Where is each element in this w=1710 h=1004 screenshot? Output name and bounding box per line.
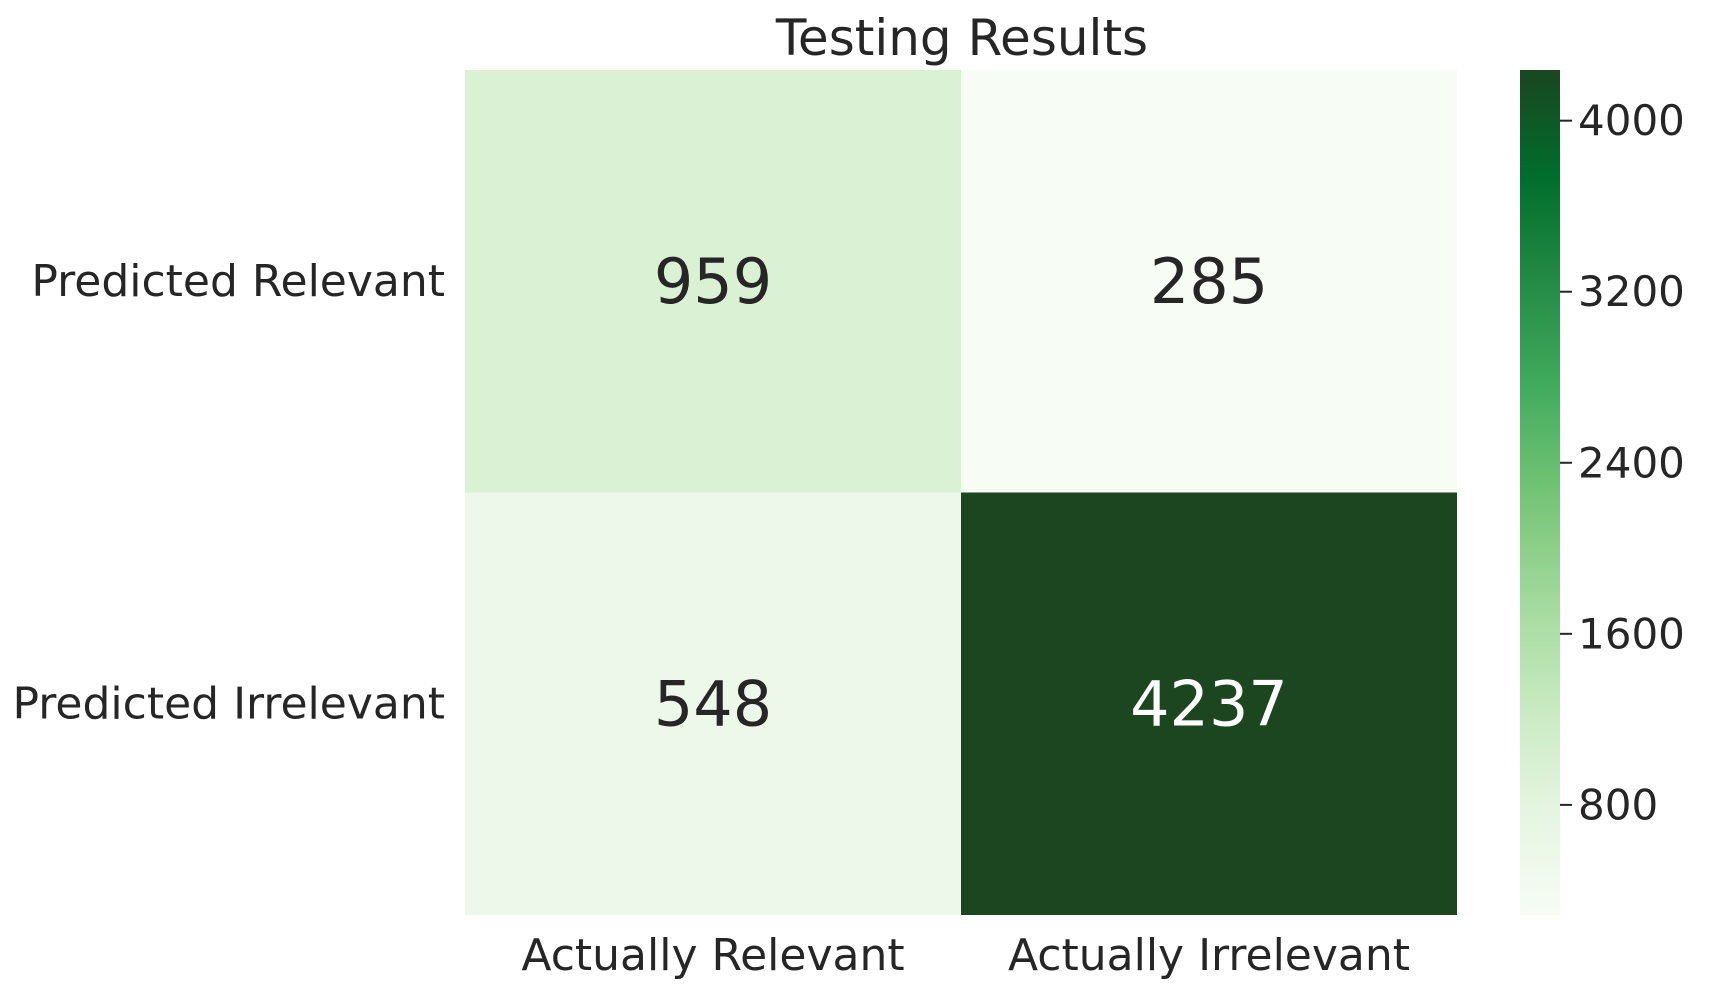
cell-value-label: 4237 [1130,667,1288,740]
x-tick-label: Actually Irrelevant [1008,930,1410,981]
cell-value-label: 285 [1150,245,1268,318]
colorbar-tick-label: 4000 [1578,96,1685,145]
colorbar-gradient [1520,70,1560,915]
x-tick-labels: Actually Relevant Actually Irrelevant [521,930,1410,981]
colorbar-ticks: 800 1600 2400 3200 4000 [1560,96,1685,829]
y-tick-labels: Predicted Relevant Predicted Irrelevant [13,256,445,730]
y-tick-label: Predicted Irrelevant [13,678,445,729]
colorbar-tick-label: 800 [1578,780,1658,829]
colorbar-tick-label: 2400 [1578,438,1685,487]
x-tick-label: Actually Relevant [521,930,904,981]
colorbar-tick-label: 1600 [1578,609,1685,658]
cell-value-label: 548 [654,667,772,740]
colorbar: 800 1600 2400 3200 4000 [1520,70,1685,915]
heatmap-cells [465,70,1457,915]
cell-value-label: 959 [654,245,772,318]
chart-title: Testing Results [775,9,1148,67]
heatmap-cell [961,492,1457,915]
heatmap-cell [465,492,961,915]
heatmap-cell [961,70,1457,493]
cell-annotations: 959 285 548 4237 [654,245,1288,741]
heatmap-cell [465,70,961,493]
colorbar-tick-label: 3200 [1578,267,1685,316]
y-tick-label: Predicted Relevant [31,256,445,307]
